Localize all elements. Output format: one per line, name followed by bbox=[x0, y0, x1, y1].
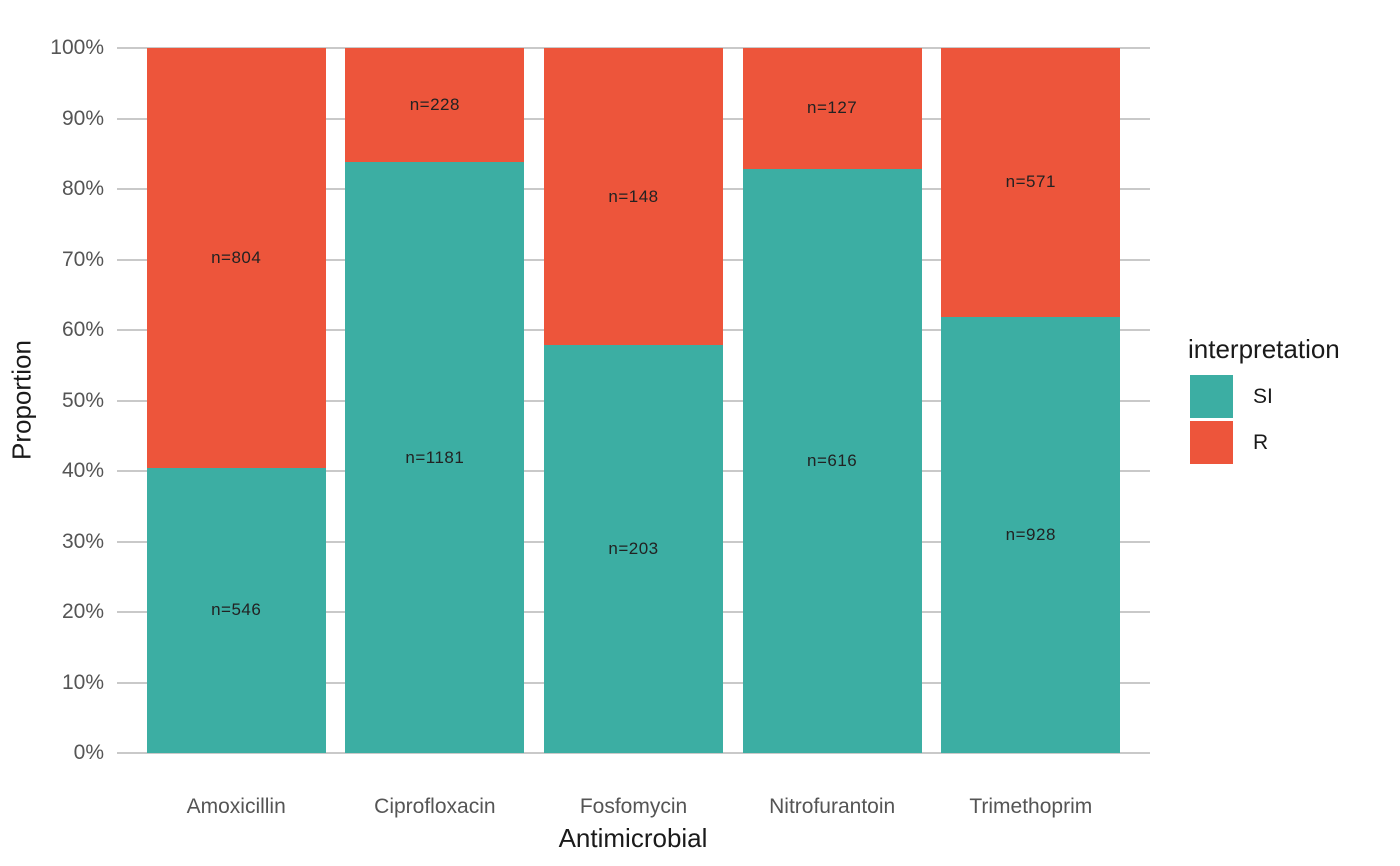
y-tick-label-20: 20% bbox=[61, 600, 104, 623]
y-tick-label-60: 60% bbox=[61, 318, 104, 341]
bar-fosfomycin bbox=[544, 48, 723, 753]
y-tick-label-40: 40% bbox=[61, 459, 104, 482]
y-tick-label-50: 50% bbox=[61, 388, 104, 412]
bar-segment-si bbox=[345, 162, 525, 753]
bar-segment-si bbox=[941, 316, 1121, 753]
bar-segment-si bbox=[544, 345, 723, 753]
bar-count-label-r: n=127 bbox=[807, 98, 858, 118]
x-tick-label-fosfomycin: Fosfomycin bbox=[579, 795, 688, 818]
bar-segment-si bbox=[146, 467, 326, 753]
legend-label-r: R bbox=[1253, 430, 1269, 454]
y-tick-label-80: 80% bbox=[61, 177, 104, 200]
bar-count-label-si: n=203 bbox=[608, 539, 659, 559]
bar-count-label-r: n=228 bbox=[409, 95, 460, 115]
y-tick-label-100: 100% bbox=[50, 36, 104, 59]
legend-key-r: R bbox=[1190, 421, 1330, 464]
legend: interpretation SI R bbox=[1188, 334, 1398, 474]
bar-segment-r bbox=[345, 48, 525, 163]
x-tick-label-trimethoprim: Trimethoprim bbox=[969, 795, 1093, 818]
y-tick-label-90: 90% bbox=[61, 106, 104, 130]
plot-panel: n=546 n=804 n=1181 n=228 n=203 n=148 n=616 n=12… bbox=[117, 47, 1150, 754]
y-tick-label-30: 30% bbox=[61, 529, 104, 553]
bar-segment-r bbox=[146, 48, 326, 468]
bar-segment-r bbox=[544, 48, 723, 346]
bar-count-label-si: n=1181 bbox=[405, 447, 465, 467]
bar-segment-r bbox=[742, 48, 922, 169]
bar-count-label-si: n=616 bbox=[807, 450, 858, 470]
legend-swatch-si bbox=[1190, 375, 1233, 418]
legend-title: interpretation bbox=[1188, 334, 1340, 364]
bar-count-label-r: n=571 bbox=[1005, 172, 1056, 192]
x-tick-label-amoxicillin: Amoxicillin bbox=[186, 795, 286, 818]
bar-nitrofurantoin bbox=[742, 48, 922, 753]
bar-amoxicillin bbox=[146, 48, 326, 753]
bar-count-label-r: n=148 bbox=[608, 186, 659, 206]
y-tick-label-10: 10% bbox=[61, 670, 104, 694]
y-tick-label-0: 0% bbox=[73, 741, 104, 764]
legend-label-si: SI bbox=[1253, 384, 1273, 408]
x-tick-label-nitrofurantoin: Nitrofurantoin bbox=[769, 795, 896, 818]
x-axis-title: Antimicrobial bbox=[558, 823, 708, 853]
bar-trimethoprim bbox=[941, 48, 1121, 753]
y-tick-label-70: 70% bbox=[61, 247, 104, 271]
legend-swatch-r bbox=[1190, 421, 1233, 464]
bar-ciprofloxacin bbox=[345, 48, 525, 753]
x-tick-label-ciprofloxacin: Ciprofloxacin bbox=[374, 795, 496, 818]
bar-segment-r bbox=[941, 48, 1121, 317]
y-gridline-0 bbox=[117, 752, 1150, 754]
y-axis-title: Proportion bbox=[6, 340, 37, 460]
bar-segment-si bbox=[742, 168, 922, 753]
bar-count-label-si: n=546 bbox=[211, 600, 262, 620]
legend-key-si: SI bbox=[1190, 375, 1330, 418]
y-gridline-100 bbox=[117, 47, 1150, 49]
bar-count-label-si: n=928 bbox=[1005, 524, 1056, 544]
bar-count-label-r: n=804 bbox=[211, 247, 262, 267]
